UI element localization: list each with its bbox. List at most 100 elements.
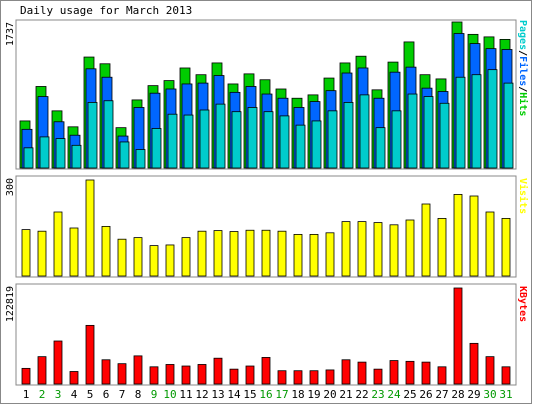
pages-bar xyxy=(279,115,290,169)
visits-max-label: 300 xyxy=(5,178,16,196)
pages-bar xyxy=(87,102,98,169)
day-tick-label: 3 xyxy=(55,388,62,401)
day-tick-label: 22 xyxy=(355,388,368,401)
legend-files: Files xyxy=(517,56,529,86)
visits-bar xyxy=(149,245,159,277)
visits-bar xyxy=(197,230,207,277)
day-tick-label: 13 xyxy=(211,388,224,401)
kbytes-bar xyxy=(453,287,463,385)
pages-bar xyxy=(311,120,322,169)
pages-bar xyxy=(391,110,402,169)
day-tick-labels: 1 2 3 4 5 6 7 8 9 10 11 12 13 14 15 16 17 18 19 20 21 22 23 24 2… xyxy=(23,388,513,401)
visits-bar xyxy=(85,179,95,277)
pages-bar xyxy=(423,96,434,169)
visits-bar xyxy=(133,237,143,277)
pages-bar xyxy=(295,124,306,169)
kbytes-max-label: 122819 xyxy=(5,286,16,322)
pages-bar xyxy=(23,147,34,169)
visits-bar xyxy=(373,222,383,277)
day-tick-label: 20 xyxy=(323,388,336,401)
pages-bar xyxy=(135,149,146,169)
day-tick-label: 28 xyxy=(451,388,464,401)
day-tick-label: 12 xyxy=(195,388,208,401)
pages-bar xyxy=(439,102,450,169)
kbytes-bar xyxy=(37,356,47,385)
kbytes-bar xyxy=(357,361,367,385)
kbytes-bar xyxy=(277,370,287,385)
visits-bar xyxy=(341,221,351,277)
day-tick-label: 26 xyxy=(419,388,432,401)
day-tick-label: 14 xyxy=(227,388,241,401)
pages-bar xyxy=(263,111,274,169)
kbytes-bar xyxy=(325,369,335,385)
visits-bar xyxy=(437,217,447,277)
kbytes-bar xyxy=(21,367,31,385)
kbytes-bar xyxy=(437,366,447,385)
hits-max-label: 1737 xyxy=(5,22,16,46)
visits-panel-frame xyxy=(15,175,517,278)
visits-bar xyxy=(501,217,511,277)
pages-bar xyxy=(455,76,466,169)
pages-bar xyxy=(103,100,114,169)
pages-bar xyxy=(359,94,370,169)
kbytes-bar xyxy=(469,342,479,385)
kbytes-bar xyxy=(197,364,207,385)
visits-bar xyxy=(117,238,127,277)
pages-bar xyxy=(487,69,498,169)
visits-bar xyxy=(53,211,63,277)
legend-pages: Pages xyxy=(517,20,528,50)
day-tick-label: 21 xyxy=(339,388,352,401)
kbytes-bar xyxy=(501,366,511,385)
legend-hits: Hits xyxy=(517,92,529,116)
day-tick-label: 1 xyxy=(23,388,30,401)
visits-bar xyxy=(165,244,175,277)
hits-legend: Pages/Files/Hits xyxy=(517,20,529,116)
day-tick-label: 25 xyxy=(403,388,416,401)
pages-bar xyxy=(55,138,66,169)
kbytes-bar xyxy=(485,356,495,385)
kbytes-bar xyxy=(373,368,383,385)
legend-sep-1: / xyxy=(517,50,528,56)
pages-bar xyxy=(71,144,82,169)
visits-bar xyxy=(261,229,271,277)
pages-bar xyxy=(167,113,178,169)
kbytes-bar xyxy=(165,364,175,385)
kbytes-bar xyxy=(293,370,303,385)
day-tick-label: 17 xyxy=(275,388,288,401)
pages-bar xyxy=(151,128,162,169)
day-tick-label: 2 xyxy=(39,388,46,401)
pages-bar xyxy=(247,107,258,169)
day-tick-label: 30 xyxy=(483,388,496,401)
kbytes-bar xyxy=(69,371,79,385)
kbytes-bar xyxy=(261,357,271,385)
visits-bar xyxy=(277,230,287,277)
kbytes-bar xyxy=(149,366,159,385)
pages-bar xyxy=(231,111,242,169)
hits-bars xyxy=(19,21,514,169)
day-tick-label: 27 xyxy=(435,388,448,401)
visits-bar xyxy=(21,229,31,277)
kbytes-bar xyxy=(245,365,255,385)
kbytes-legend: KBytes xyxy=(517,286,528,322)
visits-bar xyxy=(245,229,255,277)
day-tick-label: 23 xyxy=(371,388,384,401)
kbytes-bar xyxy=(53,340,63,385)
visits-bar xyxy=(69,227,79,277)
day-tick-label: 8 xyxy=(135,388,142,401)
day-tick-label: 29 xyxy=(467,388,480,401)
visits-bar xyxy=(37,230,47,277)
kbytes-bar xyxy=(229,368,239,385)
visits-bar xyxy=(309,233,319,277)
pages-bar xyxy=(119,141,130,169)
kbytes-bar xyxy=(133,355,143,385)
pages-bar xyxy=(183,114,194,169)
kbytes-bar xyxy=(213,357,223,385)
pages-bar xyxy=(215,103,226,169)
visits-bar xyxy=(213,230,223,277)
pages-bar xyxy=(471,74,482,169)
chart-title: Daily usage for March 2013 xyxy=(20,4,192,17)
pages-bar xyxy=(199,109,210,169)
kbytes-bar xyxy=(101,359,111,385)
day-tick-label: 19 xyxy=(307,388,320,401)
